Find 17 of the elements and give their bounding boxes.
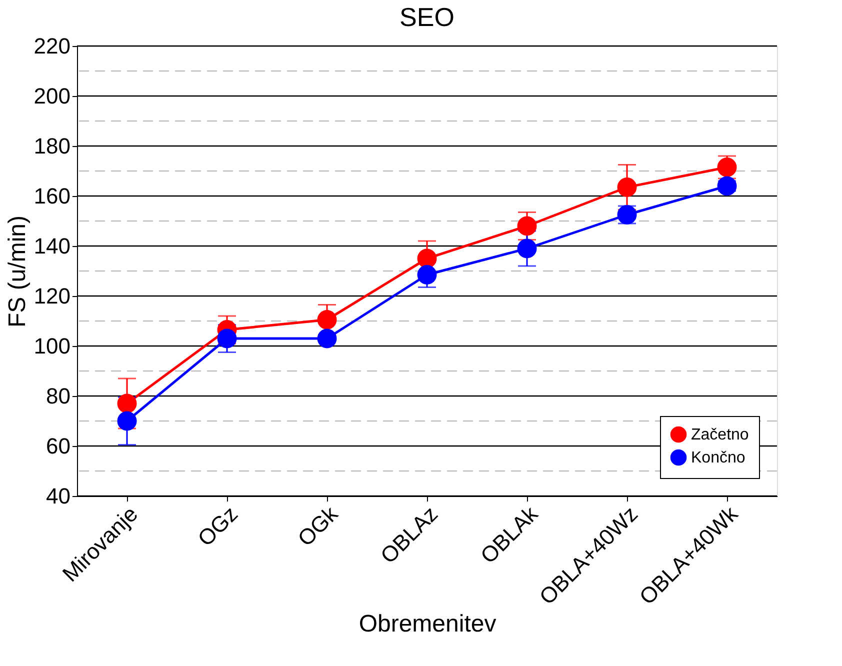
legend-label: Začetno — [691, 426, 749, 444]
y-tick-label: 40 — [46, 484, 70, 508]
x-axis-title: Obremenitev — [358, 610, 496, 638]
chart-title: SEO — [400, 2, 454, 32]
y-tick-label: 100 — [34, 334, 70, 358]
y-tick-label: 160 — [34, 184, 70, 208]
y-tick-label: 220 — [34, 34, 70, 58]
y-tick-label: 200 — [34, 84, 70, 108]
y-tick-label: 180 — [34, 134, 70, 158]
legend-label: Končno — [691, 450, 746, 466]
y-tick-label: 120 — [34, 284, 70, 308]
y-tick-label: 60 — [46, 434, 70, 458]
x-tick-label: OGz — [192, 501, 243, 552]
x-tick-label: OGk — [292, 500, 344, 552]
y-tick-label: 80 — [46, 384, 70, 408]
y-axis-title: FS (u/min) — [4, 215, 31, 328]
y-tick-label: 140 — [34, 234, 70, 258]
